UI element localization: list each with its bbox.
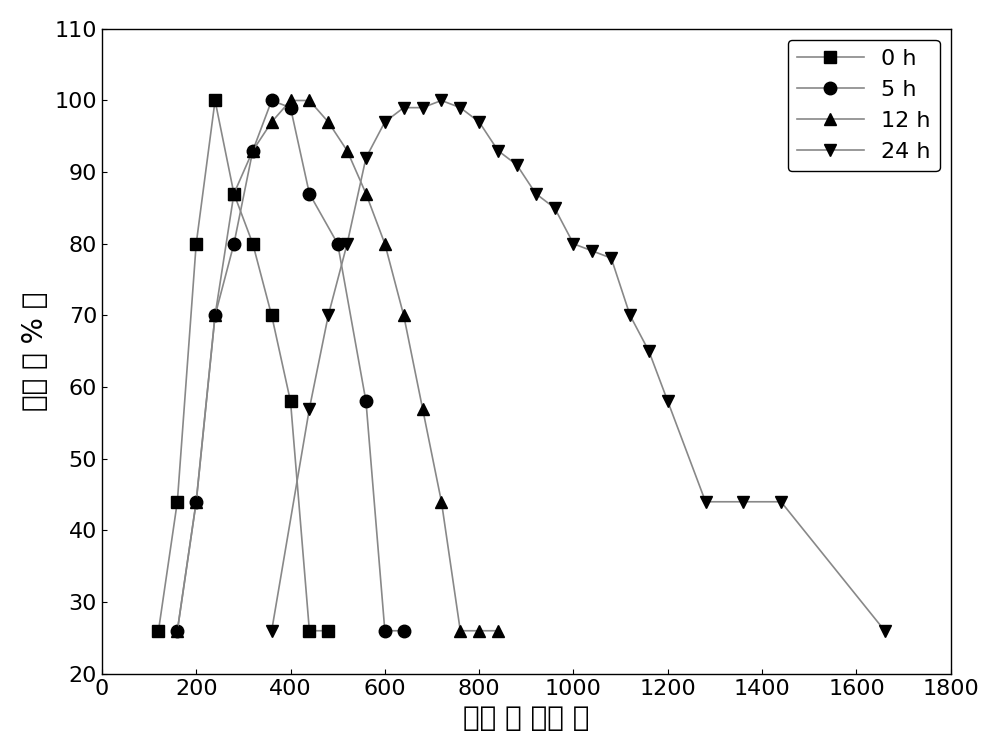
12 h xyxy=(266,117,278,127)
0 h xyxy=(190,239,202,248)
0 h xyxy=(285,397,297,406)
Line: 5 h: 5 h xyxy=(171,94,410,637)
12 h xyxy=(285,96,297,105)
0 h xyxy=(209,96,221,105)
12 h xyxy=(360,189,372,198)
Legend: 0 h, 5 h, 12 h, 24 h: 0 h, 5 h, 12 h, 24 h xyxy=(788,40,940,171)
24 h xyxy=(398,103,410,112)
5 h xyxy=(247,146,259,155)
5 h xyxy=(285,103,297,112)
0 h xyxy=(228,189,240,198)
12 h xyxy=(190,497,202,506)
0 h xyxy=(266,311,278,320)
5 h xyxy=(303,189,315,198)
24 h xyxy=(775,497,787,506)
24 h xyxy=(586,246,598,255)
24 h xyxy=(473,117,485,127)
Line: 0 h: 0 h xyxy=(152,94,335,637)
24 h xyxy=(341,239,353,248)
12 h xyxy=(303,96,315,105)
12 h xyxy=(247,146,259,155)
24 h xyxy=(549,203,561,212)
5 h xyxy=(190,497,202,506)
24 h xyxy=(417,103,429,112)
12 h xyxy=(228,189,240,198)
24 h xyxy=(322,311,334,320)
24 h xyxy=(303,404,315,413)
0 h xyxy=(171,497,183,506)
Line: 12 h: 12 h xyxy=(171,94,504,637)
24 h xyxy=(567,239,579,248)
5 h xyxy=(228,239,240,248)
Y-axis label: 光强 （ % ）: 光强 （ % ） xyxy=(21,291,49,411)
24 h xyxy=(360,154,372,163)
12 h xyxy=(322,117,334,127)
24 h xyxy=(435,96,447,105)
0 h xyxy=(303,626,315,636)
12 h xyxy=(454,626,466,636)
24 h xyxy=(662,397,674,406)
0 h xyxy=(152,626,164,636)
24 h xyxy=(737,497,749,506)
5 h xyxy=(332,239,344,248)
5 h xyxy=(379,626,391,636)
24 h xyxy=(605,254,617,263)
24 h xyxy=(879,626,891,636)
12 h xyxy=(473,626,485,636)
12 h xyxy=(171,626,183,636)
0 h xyxy=(247,239,259,248)
Line: 24 h: 24 h xyxy=(265,94,891,637)
5 h xyxy=(209,311,221,320)
24 h xyxy=(492,146,504,155)
0 h xyxy=(322,626,334,636)
24 h xyxy=(624,311,636,320)
5 h xyxy=(171,626,183,636)
24 h xyxy=(454,103,466,112)
12 h xyxy=(209,311,221,320)
24 h xyxy=(700,497,712,506)
24 h xyxy=(643,347,655,356)
12 h xyxy=(435,497,447,506)
12 h xyxy=(417,404,429,413)
5 h xyxy=(266,96,278,105)
5 h xyxy=(360,397,372,406)
12 h xyxy=(341,146,353,155)
24 h xyxy=(379,117,391,127)
12 h xyxy=(398,311,410,320)
24 h xyxy=(530,189,542,198)
12 h xyxy=(492,626,504,636)
12 h xyxy=(379,239,391,248)
24 h xyxy=(266,626,278,636)
5 h xyxy=(398,626,410,636)
X-axis label: 粒径 （ 纳米 ）: 粒径 （ 纳米 ） xyxy=(463,704,590,732)
24 h xyxy=(511,160,523,169)
